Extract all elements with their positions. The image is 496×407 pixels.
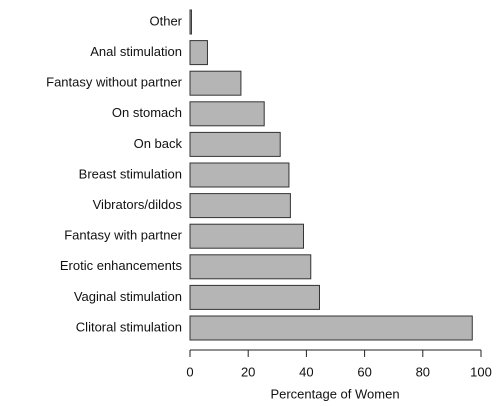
- bar: [189, 284, 320, 310]
- x-tick-label: 100: [470, 364, 492, 379]
- y-tick-label: Vibrators/dildos: [93, 197, 183, 212]
- bar: [189, 70, 242, 96]
- y-tick-label: On back: [134, 136, 183, 151]
- x-tick-label: 80: [416, 364, 430, 379]
- x-axis-label: Percentage of Women: [270, 386, 399, 401]
- bar: [189, 131, 281, 157]
- x-tick-label: 40: [299, 364, 313, 379]
- y-tick-label: Fantasy without partner: [46, 75, 183, 90]
- bar: [189, 101, 265, 127]
- bar: [189, 40, 208, 66]
- bar: [189, 193, 291, 219]
- y-tick-label: On stomach: [112, 105, 182, 120]
- x-tick-label: 20: [241, 364, 255, 379]
- bar: [189, 162, 290, 188]
- x-tick-label: 0: [186, 364, 193, 379]
- y-tick-label: Clitoral stimulation: [76, 319, 182, 334]
- x-tick-label: 60: [357, 364, 371, 379]
- bar: [189, 315, 473, 341]
- y-tick-label: Breast stimulation: [79, 166, 182, 181]
- bar: [189, 9, 192, 35]
- y-tick-label: Other: [149, 13, 182, 28]
- y-tick-label: Anal stimulation: [90, 44, 182, 59]
- bar: [189, 254, 312, 280]
- y-tick-label: Fantasy with partner: [64, 228, 182, 243]
- bar: [189, 223, 304, 249]
- y-tick-label: Erotic enhancements: [60, 258, 183, 273]
- y-tick-label: Vaginal stimulation: [74, 289, 182, 304]
